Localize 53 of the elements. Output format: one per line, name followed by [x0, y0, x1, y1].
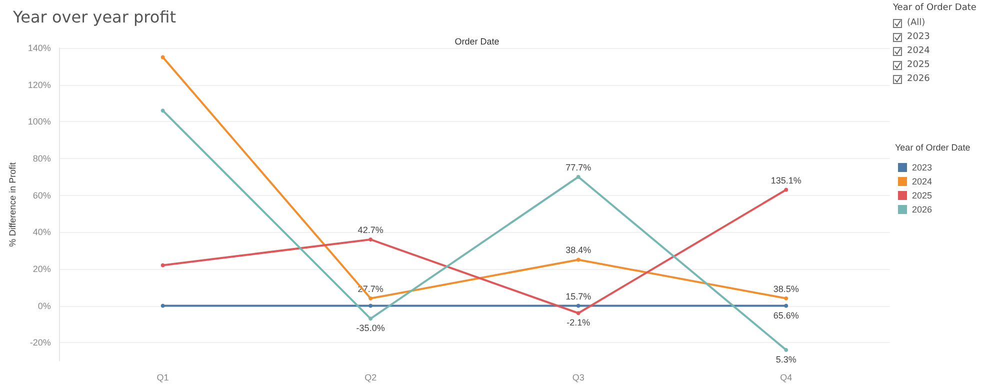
- text: 2026: [907, 74, 930, 84]
- annotation: 42.7%: [358, 224, 384, 235]
- y-tick-label: -20%: [30, 338, 51, 348]
- point: [160, 108, 165, 113]
- x-axis-title: Order Date: [454, 36, 500, 46]
- y-tick-label: 0%: [38, 300, 51, 311]
- x-tick-label: Q2: [364, 372, 377, 382]
- point: [160, 304, 165, 308]
- annotation: 77.7%: [566, 162, 592, 172]
- point: [368, 296, 373, 300]
- text: (All): [907, 18, 926, 28]
- point: [368, 304, 373, 308]
- point: [576, 258, 580, 262]
- annotation: 15.7%: [566, 291, 592, 302]
- chart-title: Year over year profit: [12, 8, 176, 26]
- annotation: -35.0%: [356, 323, 385, 334]
- legend-label: 2025: [912, 190, 932, 200]
- legend-label: 2026: [912, 204, 932, 214]
- annotation: 5.3%: [776, 354, 796, 364]
- legend-title: Year of Order Date: [895, 142, 970, 152]
- text: 2025: [907, 60, 930, 70]
- point: [576, 174, 580, 179]
- point: [784, 348, 788, 352]
- y-tick-label: 120%: [28, 80, 51, 90]
- annotation: 38.4%: [566, 245, 592, 256]
- point: [576, 311, 580, 316]
- y-tick-label: 80%: [32, 153, 51, 164]
- annotation: 65.6%: [773, 310, 799, 320]
- legend-label: 2024: [912, 176, 932, 186]
- text: 2024: [907, 46, 930, 56]
- y-tick-label: 100%: [28, 116, 51, 127]
- y-tick-label: 40%: [32, 227, 51, 238]
- point: [784, 304, 788, 308]
- text: Year of Order Date: [893, 3, 978, 13]
- x-tick-label: Q4: [780, 372, 792, 382]
- y-tick-label: 140%: [28, 43, 51, 53]
- point: [576, 304, 580, 308]
- x-tick-label: Q1: [156, 372, 169, 382]
- annotation: 135.1%: [770, 175, 802, 186]
- annotation: 38.5%: [773, 284, 799, 294]
- point: [160, 263, 165, 268]
- point: [160, 55, 165, 60]
- y-axis-title: % Difference in Profit: [8, 162, 18, 247]
- point: [784, 296, 788, 300]
- point: [784, 188, 788, 192]
- y-tick-label: 20%: [32, 264, 51, 274]
- x-tick-label: Q3: [572, 372, 584, 382]
- text: 2023: [907, 32, 930, 42]
- annotation: -2.1%: [566, 318, 590, 328]
- legend-label: 2023: [912, 162, 932, 172]
- point: [368, 237, 373, 242]
- point: [368, 316, 373, 321]
- y-tick-label: 60%: [32, 190, 51, 200]
